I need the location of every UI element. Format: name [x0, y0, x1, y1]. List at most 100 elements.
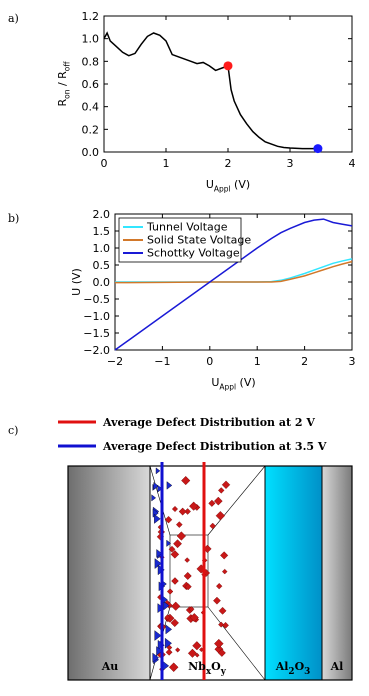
- defect: [157, 484, 163, 493]
- device-diagram: [67, 462, 353, 681]
- y-tick-label: 0.0: [93, 276, 111, 289]
- y-tick-label: 1.0: [93, 242, 111, 255]
- legend-label: Schottky Voltage: [147, 247, 240, 260]
- y-axis-label-part: off: [62, 61, 71, 72]
- plot-area: [103, 15, 353, 153]
- defect: [165, 648, 173, 656]
- x-tick-label: 3: [287, 157, 294, 170]
- defect: [151, 494, 157, 502]
- defect: [194, 652, 200, 658]
- defect: [181, 475, 191, 486]
- y-tick-label: 0.0: [82, 146, 100, 159]
- defect: [170, 618, 179, 628]
- defect: [183, 571, 192, 580]
- defect: [175, 647, 181, 653]
- x-axis-label-part: (V): [231, 178, 251, 191]
- layer-label-part: O: [295, 660, 305, 673]
- panel-label: a): [8, 12, 19, 25]
- al2o3-layer: [265, 466, 322, 680]
- defect: [187, 648, 198, 658]
- y-tick-label: 1.0: [82, 33, 100, 46]
- series-line: [103, 31, 318, 150]
- defect: [184, 508, 191, 515]
- x-axis-label: UAppl (V): [206, 178, 250, 193]
- x-axis-label-part: U: [206, 178, 214, 191]
- zoom-line: [149, 465, 171, 536]
- y-axis-label-part: on: [62, 89, 71, 99]
- defect: [165, 624, 172, 635]
- defect: [173, 539, 182, 549]
- layer-label: Al: [330, 660, 344, 673]
- legend-label: Average Defect Distribution at 2 V: [102, 416, 315, 429]
- defect: [154, 630, 162, 641]
- defect: [164, 637, 172, 649]
- defect: [221, 480, 231, 489]
- al-layer: [322, 466, 352, 680]
- layer-label-part: Au: [101, 660, 119, 673]
- legend-label: Average Defect Distribution at 3.5 V: [102, 440, 327, 453]
- y-axis-label-part: R: [56, 99, 69, 107]
- defect: [175, 521, 183, 528]
- zoom-line: [207, 606, 266, 681]
- series-line: [114, 218, 353, 351]
- x-tick-label: 2: [301, 355, 308, 368]
- x-axis-label: UAppl (V): [211, 376, 255, 391]
- defect: [164, 614, 171, 621]
- defect: [209, 522, 216, 530]
- x-axis-label-part: Appl: [219, 382, 236, 391]
- layer-label-part: y: [220, 667, 227, 677]
- defect: [166, 539, 172, 547]
- defect: [188, 606, 195, 613]
- defect: [218, 487, 225, 494]
- defect: [166, 588, 174, 595]
- defects: [151, 462, 231, 680]
- defect: [192, 641, 202, 651]
- y-tick-label: 1.2: [82, 10, 100, 23]
- zoom-line: [207, 465, 266, 536]
- x-axis-label-part: Appl: [214, 184, 231, 193]
- defect: [156, 646, 163, 656]
- defect: [168, 545, 176, 553]
- defect: [176, 531, 186, 541]
- defect: [222, 621, 229, 629]
- layer-label: NbxOy: [188, 660, 227, 677]
- x-tick-label: 1: [254, 355, 261, 368]
- defect: [215, 511, 226, 521]
- defect: [213, 596, 221, 605]
- defect: [184, 583, 192, 591]
- y-tick-label: −1.5: [83, 327, 110, 340]
- layer-label-part: Al: [275, 660, 289, 673]
- x-tick-label: 0: [101, 157, 108, 170]
- defect: [189, 501, 199, 511]
- defect: [156, 549, 163, 558]
- layer-label-part: Al: [330, 660, 344, 673]
- defect: [217, 648, 226, 657]
- y-tick-label: 1.5: [93, 225, 111, 238]
- defect: [171, 601, 181, 611]
- defect: [220, 551, 229, 560]
- defect: [178, 507, 187, 516]
- legend-label: Solid State Voltage: [147, 234, 251, 247]
- y-tick-label: 0.4: [82, 101, 100, 114]
- panel-label: b): [8, 212, 19, 225]
- layer-label-part: x: [206, 667, 212, 677]
- defect: [216, 583, 223, 590]
- defect: [171, 577, 179, 585]
- x-axis-label-part: (V): [236, 376, 256, 389]
- y-tick-label: −2.0: [83, 344, 110, 357]
- defect: [166, 644, 173, 651]
- y-tick-label: 0.2: [82, 123, 100, 136]
- x-tick-label: 4: [349, 157, 356, 170]
- layer-label-part: O: [211, 660, 221, 673]
- x-tick-label: 2: [225, 157, 232, 170]
- x-tick-label: 3: [349, 355, 356, 368]
- x-tick-label: −2: [107, 355, 123, 368]
- y-tick-label: 2.0: [93, 208, 111, 221]
- panel-label: c): [8, 424, 18, 437]
- y-tick-label: 0.6: [82, 78, 100, 91]
- frame: [67, 465, 353, 681]
- layer-label-part: 3: [304, 667, 310, 677]
- x-tick-label: 1: [163, 157, 170, 170]
- defect: [163, 601, 170, 611]
